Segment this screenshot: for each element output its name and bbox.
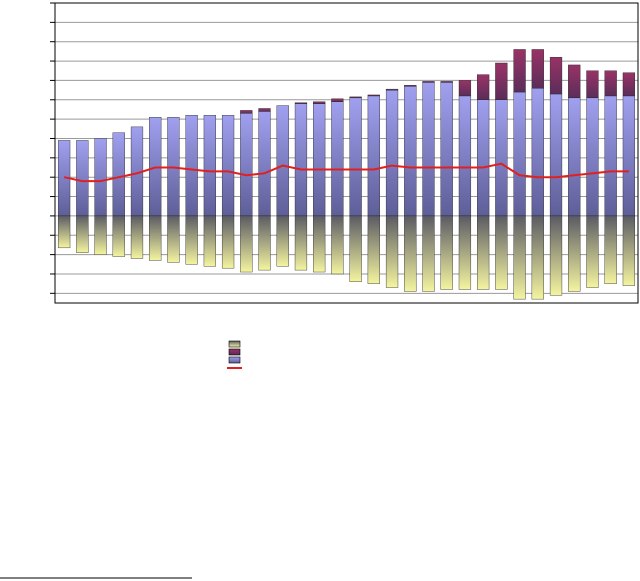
bar xyxy=(549,215,563,296)
bar xyxy=(313,101,326,104)
bar xyxy=(167,215,180,263)
bar xyxy=(276,105,289,217)
bar xyxy=(367,95,380,217)
bar xyxy=(495,215,508,290)
bar xyxy=(203,215,216,267)
bar xyxy=(112,132,125,217)
line-series xyxy=(63,162,629,183)
bar xyxy=(622,95,636,217)
bar xyxy=(477,99,490,217)
bar xyxy=(57,215,71,249)
bar xyxy=(513,49,526,93)
bar xyxy=(422,81,435,83)
bar xyxy=(294,215,308,271)
bar xyxy=(549,93,563,217)
bar xyxy=(531,87,544,217)
bar xyxy=(294,102,308,104)
bar xyxy=(531,49,544,89)
bar xyxy=(422,215,435,292)
bar xyxy=(258,215,271,271)
plot-frame xyxy=(54,2,639,304)
bar xyxy=(586,215,599,288)
bar xyxy=(549,56,563,95)
bar xyxy=(149,215,162,261)
bar xyxy=(313,215,326,273)
bar xyxy=(604,95,617,217)
bar xyxy=(586,97,599,217)
bar xyxy=(367,94,380,97)
bar xyxy=(440,82,453,217)
bar xyxy=(513,91,526,217)
bar xyxy=(568,215,581,292)
legend-swatch xyxy=(228,340,241,348)
bar xyxy=(185,215,198,265)
bar xyxy=(76,215,89,253)
bar xyxy=(440,215,453,290)
bar xyxy=(385,88,399,91)
bar xyxy=(440,81,453,83)
bar xyxy=(349,215,362,282)
bar xyxy=(112,215,125,257)
bar xyxy=(349,97,362,217)
bar xyxy=(495,99,508,217)
bar xyxy=(513,215,526,300)
bar xyxy=(94,215,107,255)
bar xyxy=(313,103,326,217)
bar xyxy=(240,215,253,273)
bar xyxy=(404,85,417,87)
bar xyxy=(240,110,253,114)
bar xyxy=(240,113,253,217)
bar xyxy=(94,138,107,217)
bar xyxy=(185,115,198,217)
bar xyxy=(258,111,271,217)
bar xyxy=(130,215,144,259)
bar xyxy=(477,74,490,100)
bar xyxy=(568,64,581,99)
bar xyxy=(622,72,636,97)
bar xyxy=(294,103,308,217)
bar xyxy=(531,215,544,300)
bar xyxy=(349,96,362,99)
bar xyxy=(586,70,599,99)
bar xyxy=(258,108,271,112)
legend-swatch xyxy=(228,356,241,364)
bar xyxy=(331,215,344,275)
bar xyxy=(458,95,472,217)
bar xyxy=(331,101,344,217)
bar xyxy=(331,98,344,102)
bar xyxy=(404,215,417,292)
bar xyxy=(458,215,472,290)
bar xyxy=(604,70,617,97)
bar xyxy=(404,86,417,217)
bar xyxy=(622,215,636,286)
bar xyxy=(276,215,289,267)
bar xyxy=(385,215,399,288)
bar xyxy=(385,89,399,217)
bar xyxy=(221,115,235,217)
legend-swatch xyxy=(228,348,241,356)
bar xyxy=(477,215,490,290)
bar xyxy=(495,62,508,100)
bar xyxy=(568,97,581,217)
bar xyxy=(604,215,617,284)
bar xyxy=(458,80,472,97)
bar xyxy=(203,115,216,217)
bar xyxy=(367,215,380,284)
bar xyxy=(76,140,89,217)
bar xyxy=(221,215,235,269)
bar xyxy=(422,82,435,217)
